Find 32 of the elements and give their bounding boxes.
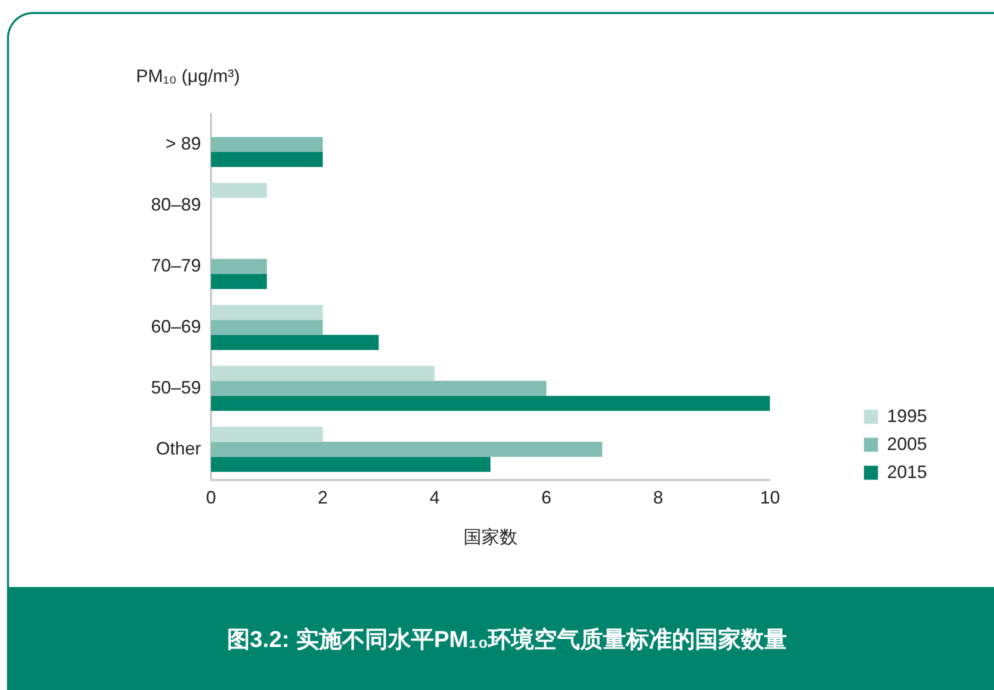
y-axis-title: PM₁₀ (μg/m³) [136,66,240,87]
x-tick-label: 6 [541,488,552,508]
bar [211,152,323,168]
legend-label: 2015 [886,462,928,482]
bar [211,366,435,381]
bar [211,426,323,442]
y-tick-label: 80–89 [150,194,201,214]
bar [211,258,267,274]
bar [211,334,379,350]
y-tick-label: > 89 [165,133,201,154]
bar [211,136,323,152]
bar [211,442,602,457]
legend-label: 1995 [886,406,928,426]
y-tick-label: 60–69 [150,316,201,336]
text: 图3.2: 实施不同水平PM₁₀环境空气质量标准的国家数量 [226,625,788,654]
x-tick-label: 2 [318,488,328,508]
bar [211,274,267,289]
x-axis-title: 国家数 [463,527,518,548]
x-tick-label: 8 [653,488,664,508]
bar [211,456,490,472]
y-tick-label: 70–79 [150,255,201,276]
legend-label: 2005 [886,434,928,454]
y-tick-label: 50–59 [150,377,201,398]
bar [211,380,546,396]
y-tick-label: Other [156,438,201,458]
x-tick-label: 4 [430,488,440,508]
bar [211,320,323,335]
bar [211,304,323,320]
bar [211,396,770,411]
x-tick-label: 0 [206,488,216,508]
x-tick-label: 10 [760,488,780,508]
bar [211,182,267,198]
